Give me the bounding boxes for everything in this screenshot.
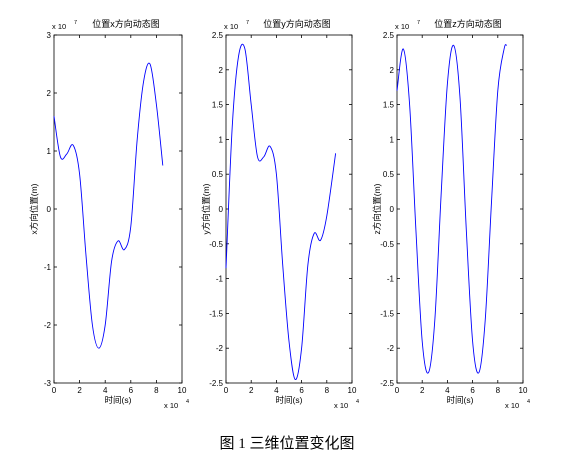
y-tick-label: 0 xyxy=(219,205,224,214)
x-tick-label: 6 xyxy=(470,386,475,395)
x-tick-label: 4 xyxy=(274,386,279,395)
y-tick-label: -1 xyxy=(44,263,52,272)
x-exponent-power: 4 xyxy=(186,399,189,405)
x-exponent-label: x 10 xyxy=(505,401,519,410)
y-exponent-label: x 10 xyxy=(52,22,66,31)
y-tick-label: 0 xyxy=(47,205,52,214)
figure-caption: 图 1 三维位置变化图 xyxy=(219,436,355,452)
y-tick-label: -0.5 xyxy=(209,240,223,249)
x-tick-label: 8 xyxy=(325,386,330,395)
series-line-1 xyxy=(396,44,508,374)
y-tick-label: -2 xyxy=(216,344,224,353)
x-tick-label: 10 xyxy=(519,386,528,395)
y-tick-label: 2 xyxy=(47,89,52,98)
y-tick-label: -2 xyxy=(387,344,395,353)
x-axis-label: 时间(s) xyxy=(105,395,132,405)
x-tick-label: 8 xyxy=(496,386,501,395)
x-tick-label: 2 xyxy=(249,386,254,395)
y-axis-label: z方向位置(m) xyxy=(372,183,382,234)
x-exponent-power: 4 xyxy=(527,399,530,405)
x-tick-label: 6 xyxy=(129,386,134,395)
y-tick-label: -1 xyxy=(387,275,395,284)
y-axis-label: x方向位置(m) xyxy=(29,183,39,234)
y-tick-label: -1.5 xyxy=(209,309,223,318)
subplot-2: 0 2 4 6 8 10 -2.5 -2 -1.5 -1 -0.5 0 0.5 1 1.5 2 2.5 位置y方向… xyxy=(201,18,359,410)
y-tick-label: 2 xyxy=(219,66,224,75)
y-tick-label: -2 xyxy=(44,321,52,330)
x-tick-label: 10 xyxy=(178,386,187,395)
x-tick-label: 2 xyxy=(77,386,82,395)
y-tick-label: 2 xyxy=(390,66,395,75)
x-tick-label: 0 xyxy=(224,386,229,395)
y-tick-label: 0.5 xyxy=(383,170,395,179)
y-tick-label: -2.5 xyxy=(380,379,394,388)
chart-title: 位置y方向动态图 xyxy=(263,18,331,29)
y-tick-label: -0.5 xyxy=(380,240,394,249)
x-tick-label: 10 xyxy=(348,386,357,395)
x-tick-label: 4 xyxy=(103,386,108,395)
y-tick-label: 3 xyxy=(47,31,52,40)
chart-title: 位置x方向动态图 xyxy=(92,18,160,29)
series-line-1 xyxy=(53,62,164,349)
plot-area xyxy=(225,34,353,384)
y-tick-label: -1.5 xyxy=(380,309,394,318)
y-tick-label: -3 xyxy=(44,379,52,388)
x-tick-label: 2 xyxy=(420,386,425,395)
y-exponent-power: 7 xyxy=(246,20,249,26)
y-axis-label: y方向位置(m) xyxy=(201,183,211,234)
x-tick-label: 0 xyxy=(52,386,57,395)
x-tick-label: 0 xyxy=(395,386,400,395)
x-exponent-label: x 10 xyxy=(334,401,348,410)
y-tick-label: 1.5 xyxy=(383,101,395,110)
y-exponent-label: x 10 xyxy=(224,22,238,31)
y-tick-label: -1 xyxy=(216,275,224,284)
x-tick-label: 6 xyxy=(299,386,304,395)
y-tick-label: 2.5 xyxy=(383,31,395,40)
y-tick-label: 1 xyxy=(219,135,224,144)
y-exponent-power: 7 xyxy=(417,20,420,26)
plot-area xyxy=(396,34,524,384)
series-line-1 xyxy=(225,43,337,380)
plot-area xyxy=(53,34,183,384)
x-exponent-power: 4 xyxy=(356,399,359,405)
x-tick-label: 4 xyxy=(445,386,450,395)
y-exponent-label: x 10 xyxy=(395,22,409,31)
y-tick-label: -2.5 xyxy=(209,379,223,388)
y-tick-label: 2.5 xyxy=(212,31,224,40)
y-tick-label: 1 xyxy=(47,147,52,156)
x-axis-label: 时间(s) xyxy=(276,395,303,405)
y-exponent-power: 7 xyxy=(74,20,77,26)
y-tick-label: 1 xyxy=(390,135,395,144)
x-axis-label: 时间(s) xyxy=(447,395,474,405)
subplot-3: 0 2 4 6 8 10 -2.5 -2 -1.5 -1 -0.5 0 0.5 1 1.5 2 2.5 位置z方向… xyxy=(372,18,530,410)
chart-title: 位置z方向动态图 xyxy=(434,18,502,29)
x-tick-label: 8 xyxy=(154,386,159,395)
y-tick-label: 0 xyxy=(390,205,395,214)
y-tick-label: 0.5 xyxy=(212,170,224,179)
y-tick-label: 1.5 xyxy=(212,101,224,110)
x-exponent-label: x 10 xyxy=(164,401,178,410)
